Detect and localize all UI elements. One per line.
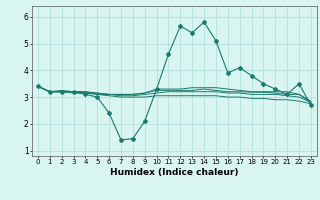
- X-axis label: Humidex (Indice chaleur): Humidex (Indice chaleur): [110, 168, 239, 177]
